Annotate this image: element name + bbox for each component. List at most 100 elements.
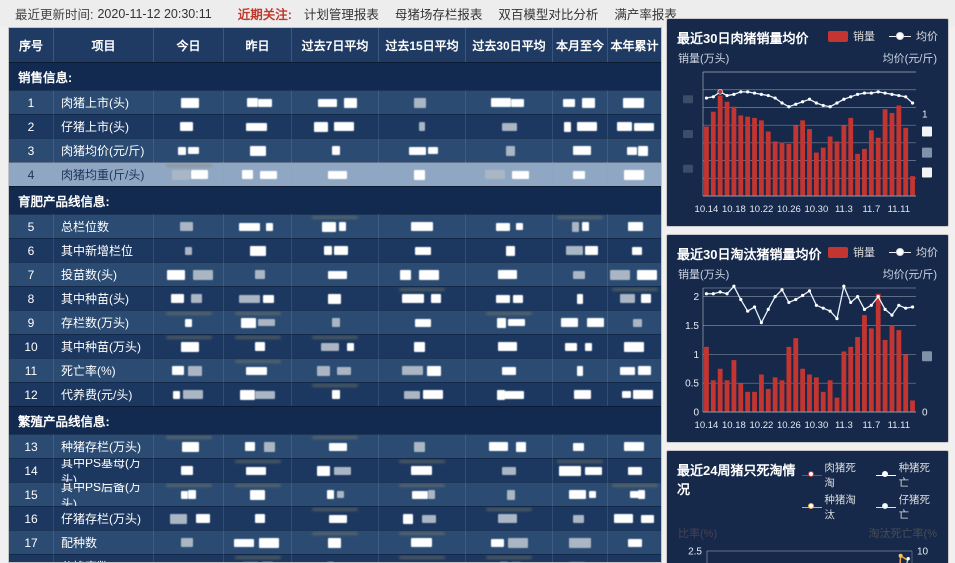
combo-chart-svg: 0 0.5 1 1.5 2 10.14 10.18 10.22 10.26 10.30 11.3 11… bbox=[685, 284, 932, 431]
table-row[interactable]: 17 配种数 bbox=[9, 530, 661, 554]
top-status-bar: 最近更新时间: 2020-11-12 20:30:11 近期关注: 计划管理报表… bbox=[0, 0, 955, 27]
table-row[interactable]: 3 肉猪均价(元/斤) bbox=[9, 138, 661, 162]
redacted-block bbox=[260, 170, 277, 179]
table-row[interactable]: 7 投苗数(头) bbox=[9, 262, 661, 286]
table-row[interactable]: 12 代养费(元/头) bbox=[9, 382, 661, 406]
line-dot-swatch-icon bbox=[889, 247, 911, 258]
legend-种猪淘汰[interactable]: 种猪淘汰 bbox=[801, 492, 864, 522]
redacted-block bbox=[577, 365, 583, 376]
redacted-block bbox=[560, 318, 578, 327]
redacted-block bbox=[184, 246, 192, 255]
table-row[interactable]: 2 仔猪上市(头) bbox=[9, 114, 661, 138]
redacted-block bbox=[262, 294, 274, 303]
chart2-title: 最近30日淘汰猪销量均价 bbox=[677, 247, 822, 262]
chart-card-cull-sales: 最近30日淘汰猪销量均价 销量 均价 销量(万头) 均价(元/斤) 0 0.5 1 1… bbox=[666, 234, 949, 443]
redacted-block bbox=[573, 146, 591, 155]
redacted-block bbox=[628, 538, 642, 547]
redacted-block bbox=[249, 145, 266, 156]
table-row[interactable]: 11 死亡率(%) bbox=[9, 358, 661, 382]
legend-肉猪死淘[interactable]: 肉猪死淘 bbox=[801, 460, 864, 490]
redacted-block bbox=[327, 537, 341, 548]
row-label: 死亡率(%) bbox=[54, 358, 154, 382]
redacted-value-cell bbox=[154, 458, 224, 482]
svg-text:10: 10 bbox=[917, 547, 929, 558]
table-row[interactable]: 10 其中种苗(万头) bbox=[9, 334, 661, 358]
redacted-block bbox=[504, 390, 524, 399]
redacted-block bbox=[172, 169, 190, 180]
redacted-value-cell bbox=[224, 286, 292, 310]
redacted-value-cell bbox=[379, 310, 466, 334]
row-label: 存栏数(万头) bbox=[54, 310, 154, 334]
blur-smudge bbox=[312, 436, 358, 439]
redacted-block bbox=[497, 389, 505, 400]
table-row[interactable]: 4 肉猪均重(斤/头) bbox=[9, 162, 661, 186]
svg-text:0: 0 bbox=[693, 408, 699, 419]
table-row[interactable]: 8 其中种苗(头) bbox=[9, 286, 661, 310]
redacted-block bbox=[180, 122, 193, 131]
bar-swatch-icon bbox=[828, 30, 848, 42]
redacted-block bbox=[565, 342, 577, 351]
link-plan-report[interactable]: 计划管理报表 bbox=[303, 8, 379, 22]
redacted-value-cell bbox=[466, 162, 553, 186]
legend-avg-price[interactable]: 均价 bbox=[889, 28, 938, 44]
redacted-value-cell bbox=[154, 530, 224, 554]
redacted-block bbox=[171, 294, 184, 303]
link-sow-farm-report[interactable]: 母猪场存栏报表 bbox=[394, 8, 483, 22]
redacted-value-cell bbox=[224, 114, 292, 138]
table-row[interactable]: 9 存栏数(万头) bbox=[9, 310, 661, 334]
blur-smudge bbox=[399, 556, 445, 559]
redacted-block bbox=[193, 269, 213, 280]
redacted-block bbox=[411, 490, 428, 499]
redacted-value-cell bbox=[608, 554, 661, 562]
blur-smudge bbox=[611, 484, 658, 487]
update-time-value: 2020-11-12 20:30:11 bbox=[97, 6, 212, 21]
blur-smudge bbox=[165, 436, 212, 439]
table-row[interactable]: 16 仔猪存栏(万头) bbox=[9, 506, 661, 530]
chart-card-pig-sales: 最近30日肉猪销量均价 销量 均价 销量(万头) 均价(元/斤) 10.14 10… bbox=[666, 18, 949, 227]
legend-仔猪死亡[interactable]: 仔猪死亡 bbox=[875, 492, 938, 522]
redacted-value-cell bbox=[608, 214, 661, 238]
svg-text:10.26: 10.26 bbox=[777, 420, 801, 431]
redacted-value-cell bbox=[466, 90, 553, 114]
redacted-value-cell bbox=[466, 458, 553, 482]
redacted-value-cell bbox=[224, 554, 292, 562]
recent-focus-label: 近期关注: bbox=[237, 8, 292, 22]
redacted-value-cell bbox=[154, 262, 224, 286]
legend-sales-volume[interactable]: 销量 bbox=[828, 244, 875, 260]
legend-avg-price[interactable]: 均价 bbox=[889, 244, 938, 260]
redacted-block bbox=[327, 293, 341, 304]
legend-种猪死亡[interactable]: 种猪死亡 bbox=[875, 460, 938, 490]
redacted-value-cell bbox=[292, 262, 379, 286]
table-row[interactable]: 15 其中PS后备(万头) bbox=[9, 482, 661, 506]
redacted-block bbox=[181, 441, 199, 452]
redacted-block bbox=[411, 466, 432, 475]
table-row[interactable]: 1 肉猪上市(头) bbox=[9, 90, 661, 114]
redacted-block bbox=[490, 98, 511, 107]
redacted-block bbox=[637, 145, 648, 156]
redacted-value-cell bbox=[224, 530, 292, 554]
redacted-value-cell bbox=[553, 434, 608, 458]
redacted-block bbox=[180, 490, 188, 499]
redacted-value-cell bbox=[608, 162, 661, 186]
table-row[interactable]: 13 种猪存栏(万头) bbox=[9, 434, 661, 458]
redacted-block bbox=[191, 294, 202, 303]
redacted-block bbox=[334, 466, 351, 475]
table-row[interactable]: 14 其中PS基母(万头) bbox=[9, 458, 661, 482]
table-row[interactable]: 5 总栏位数 bbox=[9, 214, 661, 238]
redacted-block bbox=[314, 121, 328, 132]
redacted-value-cell bbox=[224, 162, 292, 186]
redacted-block bbox=[331, 318, 340, 327]
row-label: 种猪存栏(万头) bbox=[54, 434, 154, 458]
redacted-value-cell bbox=[466, 506, 553, 530]
table-row[interactable]: 18分娩窝数 bbox=[9, 554, 661, 562]
link-full-capacity-report[interactable]: 满产率报表 bbox=[614, 8, 677, 22]
row-label: 肉猪均价(元/斤) bbox=[54, 138, 154, 162]
redacted-block bbox=[626, 146, 637, 155]
redacted-block bbox=[422, 514, 436, 523]
redacted-block bbox=[343, 97, 357, 108]
chart1-legend: 销量 均价 bbox=[828, 28, 938, 44]
table-row[interactable]: 6 其中新增栏位 bbox=[9, 238, 661, 262]
row-number: 15 bbox=[9, 482, 54, 506]
legend-sales-volume[interactable]: 销量 bbox=[828, 28, 875, 44]
link-model-compare[interactable]: 双百模型对比分析 bbox=[498, 8, 599, 22]
